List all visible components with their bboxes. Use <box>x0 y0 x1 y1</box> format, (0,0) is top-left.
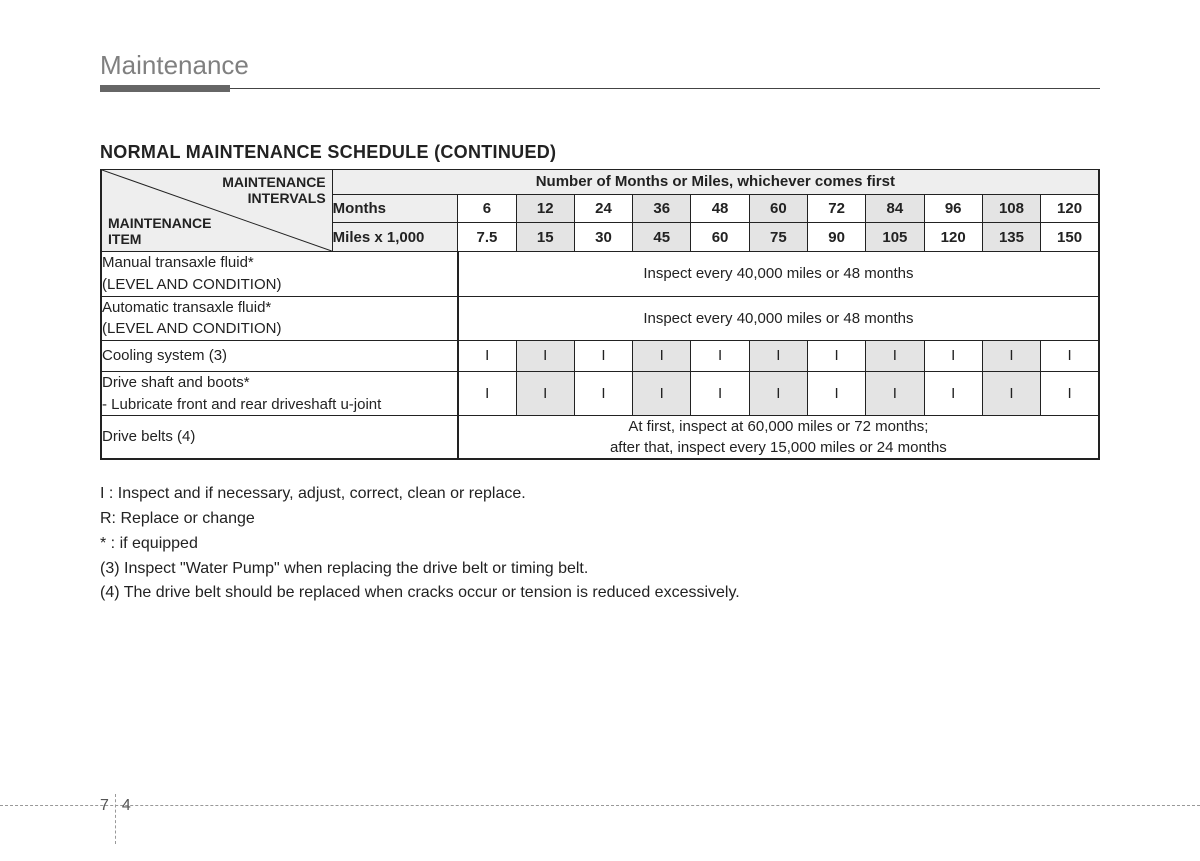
i-cell: I <box>691 341 749 372</box>
corner-top-line1: MAINTENANCE <box>222 174 325 190</box>
i-cell: I <box>458 371 516 416</box>
item-label-line: - Lubricate front and rear driveshaft u-… <box>102 396 381 413</box>
miles-val: 75 <box>749 223 807 252</box>
miles-val: 15 <box>516 223 574 252</box>
i-cell: I <box>924 341 982 372</box>
months-val: 108 <box>982 194 1040 223</box>
miles-val: 7.5 <box>458 223 516 252</box>
miles-val: 120 <box>924 223 982 252</box>
page-number-left: 7 <box>100 797 109 815</box>
months-val: 48 <box>691 194 749 223</box>
i-cell: I <box>866 371 924 416</box>
months-val: 60 <box>749 194 807 223</box>
legend-line: * : if equipped <box>100 532 1100 557</box>
i-cell: I <box>633 371 691 416</box>
miles-val: 60 <box>691 223 749 252</box>
months-val: 36 <box>633 194 691 223</box>
i-cell: I <box>749 371 807 416</box>
i-cell: I <box>807 371 865 416</box>
item-label: Drive belts (4) <box>101 416 458 460</box>
page-number: 7 4 <box>100 781 131 831</box>
months-val: 120 <box>1041 194 1099 223</box>
miles-label: Miles x 1,000 <box>332 223 458 252</box>
miles-val: 45 <box>633 223 691 252</box>
i-cell: I <box>866 341 924 372</box>
miles-val: 90 <box>807 223 865 252</box>
i-cell: I <box>574 371 632 416</box>
item-label: Manual transaxle fluid* (LEVEL AND CONDI… <box>101 252 458 297</box>
footer-rule <box>0 805 1200 806</box>
i-cell: I <box>691 371 749 416</box>
months-label: Months <box>332 194 458 223</box>
item-label: Drive shaft and boots* - Lubricate front… <box>101 371 458 416</box>
item-label-line: Drive shaft and boots* <box>102 374 250 391</box>
item-label: Cooling system (3) <box>101 341 458 372</box>
page-number-right: 4 <box>122 797 131 815</box>
corner-top-line2: INTERVALS <box>248 190 326 206</box>
super-header: Number of Months or Miles, whichever com… <box>332 170 1099 195</box>
item-note-line: after that, inspect every 15,000 miles o… <box>610 439 947 456</box>
page-number-separator <box>115 794 116 844</box>
item-label-line: (LEVEL AND CONDITION) <box>102 320 281 337</box>
i-cell: I <box>516 371 574 416</box>
legend-line: (4) The drive belt should be replaced wh… <box>100 581 1100 606</box>
legend-block: I : Inspect and if necessary, adjust, co… <box>100 482 1100 606</box>
legend-line: I : Inspect and if necessary, adjust, co… <box>100 482 1100 507</box>
page-header-title: Maintenance <box>100 50 1100 81</box>
item-note: At first, inspect at 60,000 miles or 72 … <box>458 416 1099 460</box>
i-cell: I <box>1041 341 1099 372</box>
i-cell: I <box>633 341 691 372</box>
miles-val: 105 <box>866 223 924 252</box>
i-cell: I <box>516 341 574 372</box>
months-val: 6 <box>458 194 516 223</box>
miles-val: 150 <box>1041 223 1099 252</box>
months-val: 24 <box>574 194 632 223</box>
maintenance-schedule-table: MAINTENANCE INTERVALS MAINTENANCE ITEM N… <box>100 169 1100 460</box>
i-cell: I <box>1041 371 1099 416</box>
header-rule <box>100 85 1100 92</box>
i-cell: I <box>749 341 807 372</box>
i-cell: I <box>807 341 865 372</box>
corner-bottom-line2: ITEM <box>108 231 141 247</box>
item-note: Inspect every 40,000 miles or 48 months <box>458 252 1099 297</box>
i-cell: I <box>924 371 982 416</box>
miles-val: 30 <box>574 223 632 252</box>
months-val: 84 <box>866 194 924 223</box>
item-label-line: Automatic transaxle fluid* <box>102 299 271 316</box>
section-title: NORMAL MAINTENANCE SCHEDULE (CONTINUED) <box>100 142 1100 163</box>
i-cell: I <box>982 371 1040 416</box>
months-val: 72 <box>807 194 865 223</box>
months-val: 96 <box>924 194 982 223</box>
item-label-line: (LEVEL AND CONDITION) <box>102 276 281 293</box>
item-label-line: Manual transaxle fluid* <box>102 254 254 271</box>
i-cell: I <box>982 341 1040 372</box>
item-note-line: At first, inspect at 60,000 miles or 72 … <box>628 418 928 435</box>
corner-cell: MAINTENANCE INTERVALS MAINTENANCE ITEM <box>101 170 332 252</box>
corner-bottom-line1: MAINTENANCE <box>108 215 211 231</box>
legend-line: (3) Inspect "Water Pump" when replacing … <box>100 557 1100 582</box>
miles-val: 135 <box>982 223 1040 252</box>
i-cell: I <box>574 341 632 372</box>
item-note: Inspect every 40,000 miles or 48 months <box>458 296 1099 341</box>
i-cell: I <box>458 341 516 372</box>
item-label: Automatic transaxle fluid* (LEVEL AND CO… <box>101 296 458 341</box>
legend-line: R: Replace or change <box>100 507 1100 532</box>
months-val: 12 <box>516 194 574 223</box>
